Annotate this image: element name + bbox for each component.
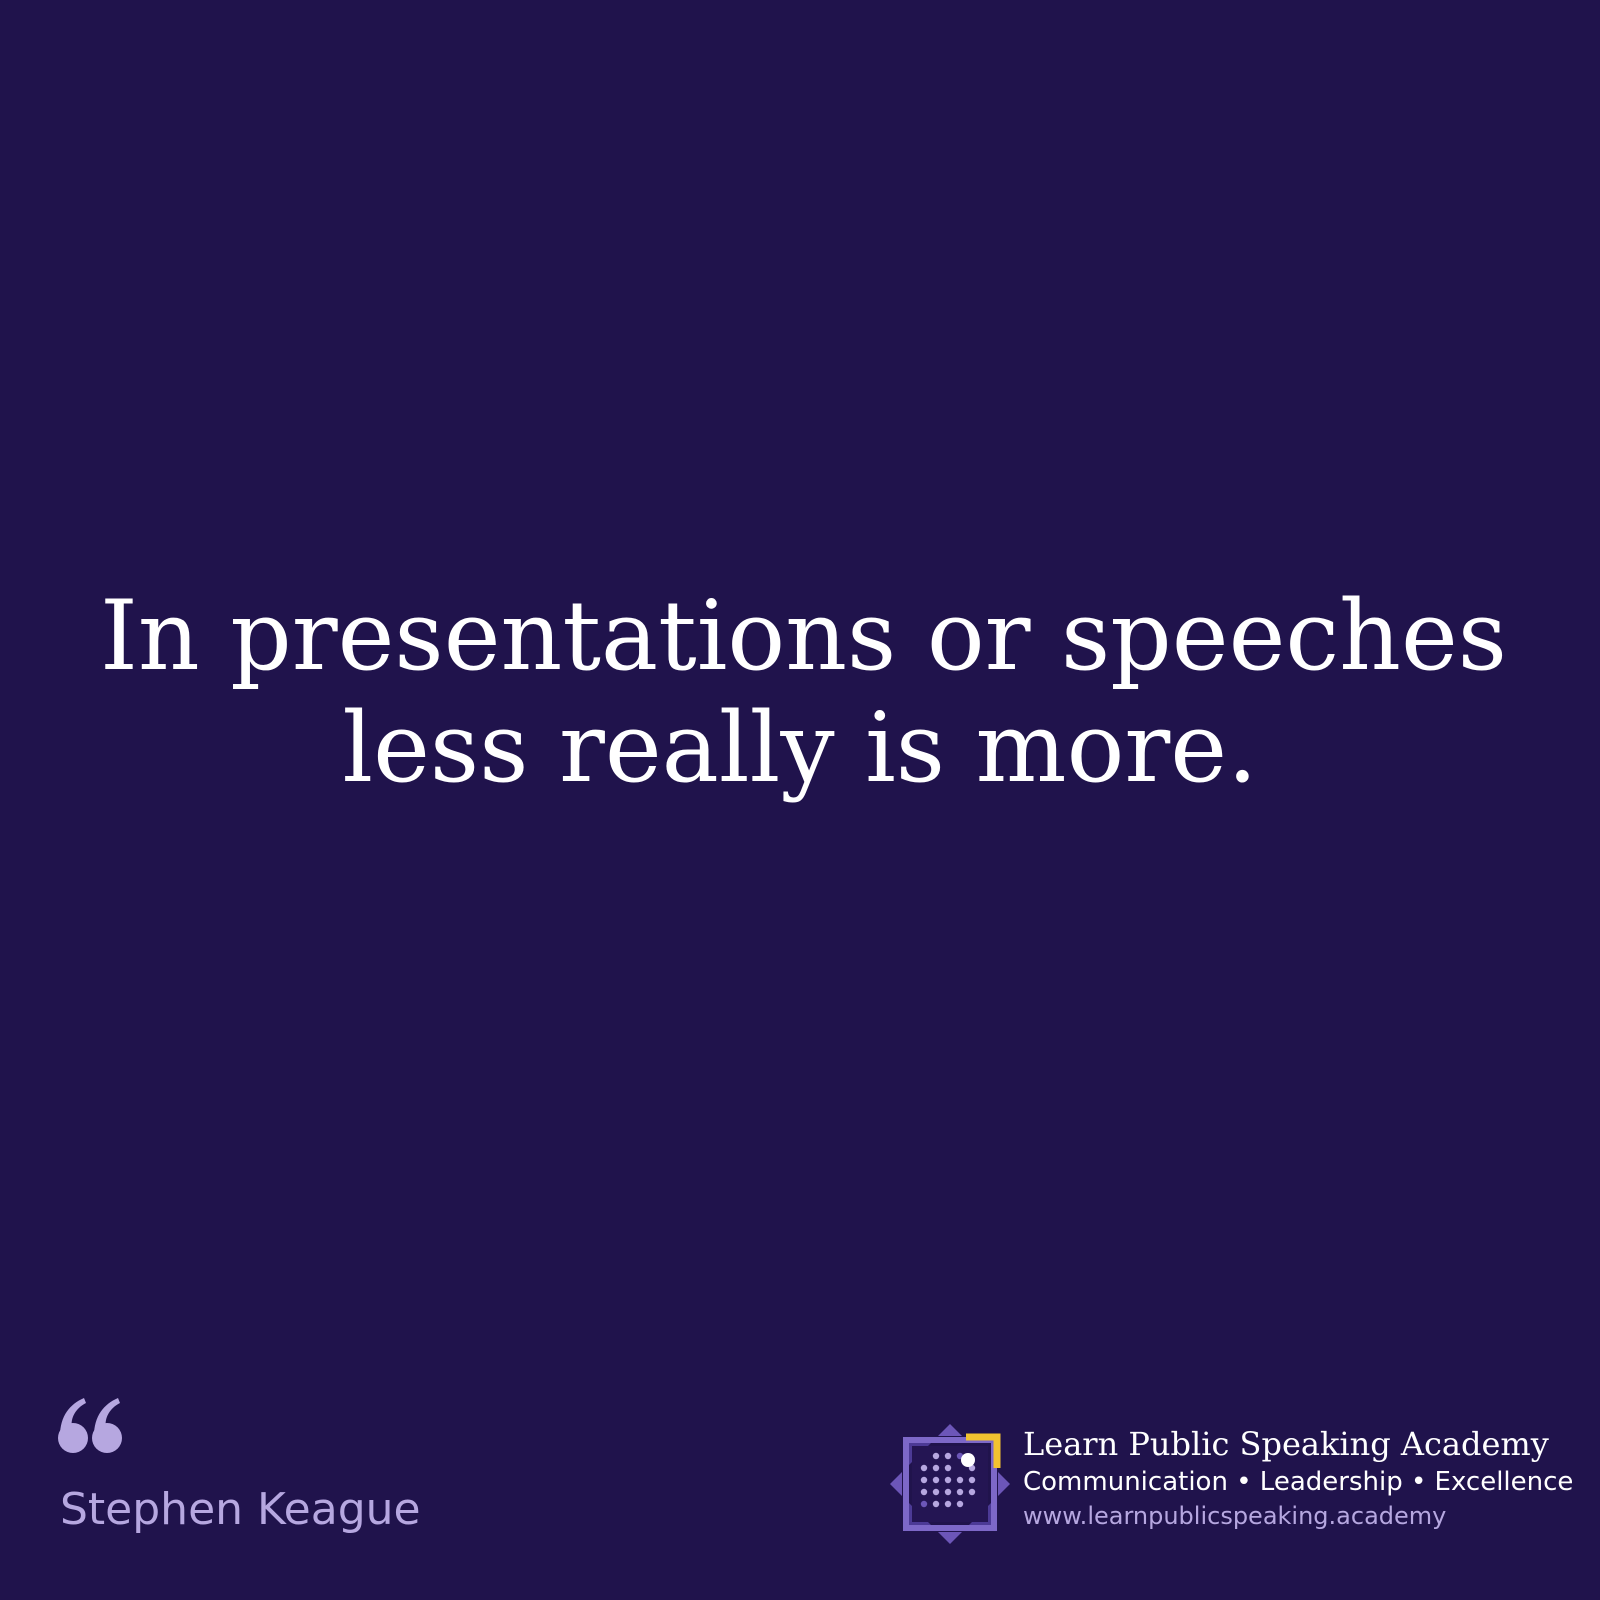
brand-tagline: Communication • Leadership • Excellence [1023, 1467, 1574, 1497]
author-name: Stephen Keague [60, 1484, 421, 1535]
brand-text: Learn Public Speaking Academy Communicat… [1023, 1424, 1574, 1532]
academy-logo-icon [890, 1424, 1010, 1544]
quote-mark-icon [58, 1398, 122, 1453]
brand-block: Learn Public Speaking Academy Communicat… [888, 1420, 1574, 1550]
quote-line-2: less really is more. [342, 692, 1258, 804]
quote-line-1: In presentations or speeches [100, 580, 1508, 692]
brand-name: Learn Public Speaking Academy [1023, 1425, 1549, 1463]
brand-url[interactable]: www.learnpublicspeaking.academy [1023, 1502, 1447, 1530]
quote-text: In presentations or speeches less really… [100, 580, 1508, 804]
